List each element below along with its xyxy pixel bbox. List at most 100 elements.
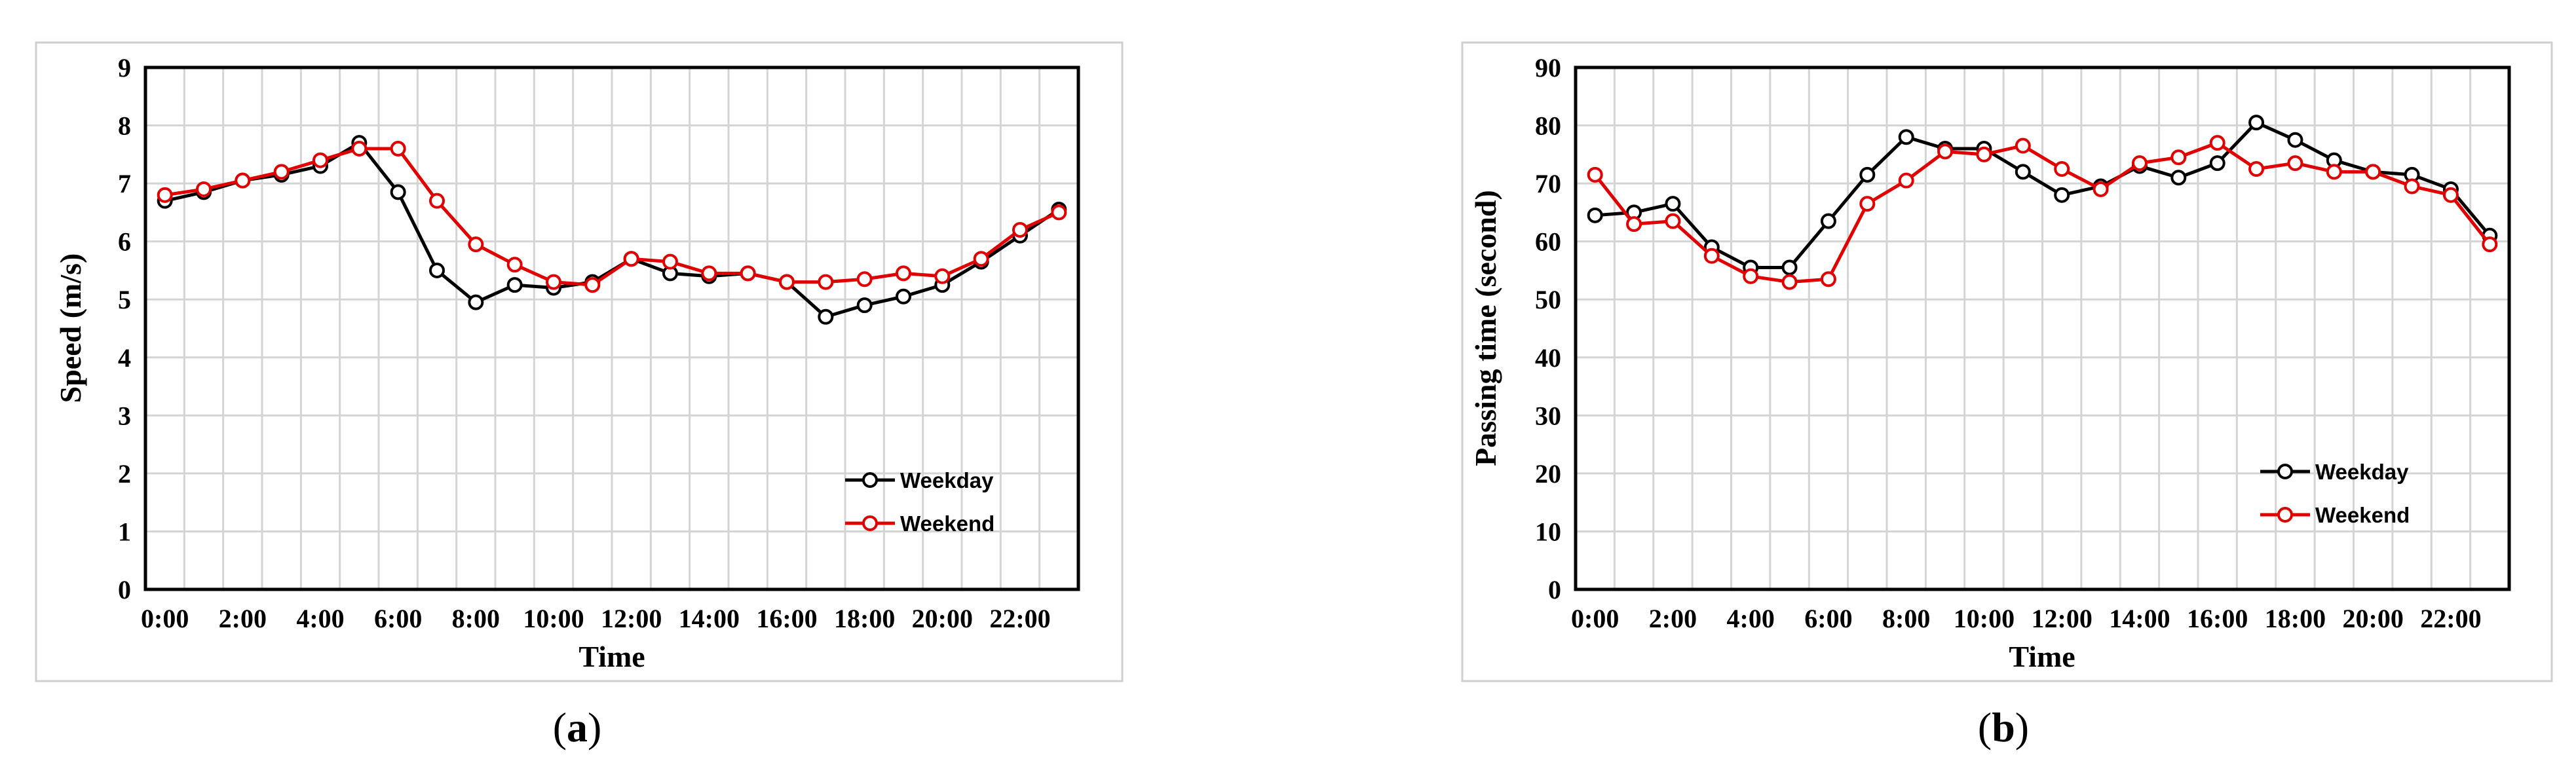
panel-a-data-point-weekday	[818, 308, 834, 325]
panel-a-x-tick-label: 14:00	[679, 604, 740, 633]
panel-a-data-point-weekday	[429, 262, 445, 278]
panel-a-data-point-weekend	[351, 140, 368, 157]
panel-b-y-tick-label: 90	[1535, 53, 1561, 83]
panel-a-y-tick-label: 8	[118, 111, 131, 141]
panel-a-data-point-weekday	[506, 277, 523, 293]
panel-a-data-point-weekend	[779, 274, 795, 290]
panel-a-data-point-weekend	[973, 251, 989, 267]
panel-b-data-point-weekend	[1626, 216, 1642, 232]
panel-b-data-point-weekend	[2365, 164, 2381, 180]
panel-b-data-point-weekend	[1781, 274, 1798, 290]
panel-b-x-tick-label: 16:00	[2187, 604, 2248, 633]
panel-b-data-point-weekend	[2442, 187, 2459, 203]
panel-b: 0 10 20 30 40 50 60 70 80 90 0:00 2:00 4:00 6:00 8:00…	[1461, 41, 2553, 750]
panel-a-data-point-weekend	[623, 251, 639, 267]
panel-a-data-point-weekday	[468, 294, 484, 310]
panel-a-x-tick-label: 2:00	[219, 604, 267, 633]
panel-b-data-point-weekend	[2404, 178, 2420, 194]
panel-b-data-point-weekday	[2287, 132, 2303, 148]
panel-a-data-point-weekend	[235, 172, 251, 189]
panel-a-data-point-weekend	[701, 265, 717, 282]
panel-b-caption: (b)	[1978, 704, 2029, 750]
panel-b-data-point-weekend	[2054, 160, 2070, 177]
panel-b-data-point-weekday	[1898, 129, 1914, 145]
panel-a-data-point-weekday	[896, 288, 911, 305]
panel-a-data-point-weekend	[546, 274, 561, 290]
panel-b-data-point-weekday	[1665, 196, 1681, 212]
panel-b-data-point-weekday	[2248, 115, 2265, 131]
panel-a-y-tick-label: 0	[118, 575, 131, 604]
panel-b-legend-marker-weekend	[2277, 507, 2293, 523]
panel-b-y-tick-label: 40	[1535, 343, 1561, 373]
panel-a-data-point-weekend	[584, 277, 601, 293]
panel-b-data-point-weekday	[1781, 259, 1798, 276]
panel-a-caption-letter: a	[567, 704, 588, 750]
panel-a-legend-label-weekday: Weekday	[900, 468, 994, 492]
panel-a-data-point-weekend	[662, 253, 678, 270]
panel-a-x-axis-title: Time	[578, 640, 645, 673]
panel-b-y-tick-label: 20	[1535, 459, 1561, 489]
panel-b-data-point-weekday	[2209, 155, 2226, 172]
panel-a-y-tick-label: 6	[118, 227, 131, 257]
panel-b-legend: Weekday Weekend	[2260, 460, 2410, 527]
panel-a-data-point-weekend	[856, 271, 873, 287]
panel-b-data-point-weekday	[1859, 166, 1876, 183]
panel-b-data-point-weekend	[2093, 181, 2109, 197]
panel-a-x-tick-label: 0:00	[141, 604, 189, 633]
panel-b-data-point-weekend	[2482, 236, 2498, 253]
panel-a-frame	[35, 41, 1124, 682]
panel-b-data-point-weekend	[1665, 213, 1681, 229]
panel-a-data-point-weekday	[390, 184, 406, 200]
panel-a-x-tick-label: 6:00	[374, 604, 422, 633]
panel-a-y-tick-label: 1	[118, 517, 131, 546]
panel-a-x-tick-label: 16:00	[756, 604, 817, 633]
panel-a-caption: (a)	[553, 704, 602, 750]
panel-b-x-tick-label: 18:00	[2265, 604, 2326, 633]
panel-a-y-tick-label: 4	[118, 343, 131, 373]
panel-a-legend-label-weekend: Weekend	[900, 511, 994, 536]
panel-b-caption-letter: b	[1992, 704, 2015, 750]
panel-b-data-point-weekend	[1859, 196, 1876, 212]
panel-a-data-point-weekend	[740, 265, 756, 282]
panel-a-data-point-weekend	[429, 193, 445, 209]
panel-b-data-point-weekend	[2287, 155, 2303, 172]
panel-b-data-point-weekend	[2248, 160, 2265, 177]
panel-b-legend-marker-weekday	[2277, 464, 2293, 479]
panel-b-data-point-weekend	[1703, 248, 1720, 264]
panel-b-data-point-weekend	[2209, 135, 2226, 151]
panel-b-data-point-weekday	[2054, 187, 2070, 203]
panel-b-x-tick-label: 20:00	[2343, 604, 2404, 633]
panel-b-data-point-weekend	[1820, 271, 1836, 287]
panel-a-data-point-weekend	[1012, 221, 1028, 238]
panel-b-x-axis-title: Time	[2009, 640, 2075, 673]
panel-b-x-tick-label: 12:00	[2032, 604, 2093, 633]
panel-b-data-point-weekday	[1587, 207, 1603, 223]
panel-b-x-tick-label: 4:00	[1727, 604, 1775, 633]
panel-a-x-tick-label: 8:00	[452, 604, 500, 633]
panel-a: 0 1 2 3 4 5 6 7 8 9 0:00 2:00 4:00 6:00 8:00 10:00 12:0…	[35, 41, 1124, 750]
panel-b-y-axis-title: Passing time (second)	[1469, 190, 1502, 466]
panel-b-x-tick-label: 22:00	[2420, 604, 2481, 633]
panel-a-x-ticks: 0:00 2:00 4:00 6:00 8:00 10:00 12:00 14:00 16:00…	[141, 604, 1051, 633]
panel-b-y-tick-label: 50	[1535, 285, 1561, 314]
panel-a-data-point-weekend	[506, 257, 523, 273]
panel-b-x-tick-label: 6:00	[1804, 604, 1852, 633]
panel-b-data-point-weekend	[2170, 149, 2187, 166]
panel-b-y-tick-label: 80	[1535, 111, 1561, 141]
panel-b-y-tick-label: 30	[1535, 401, 1561, 430]
panel-b-y-tick-label: 10	[1535, 517, 1561, 546]
panel-a-y-tick-label: 2	[118, 459, 131, 489]
panel-b-x-tick-label: 2:00	[1649, 604, 1697, 633]
panel-a-x-tick-label: 18:00	[834, 604, 895, 633]
panel-b-series	[1587, 115, 2498, 290]
panel-a-data-point-weekend	[273, 164, 290, 180]
panel-a-x-tick-label: 12:00	[601, 604, 662, 633]
panel-a-y-tick-label: 5	[118, 285, 131, 314]
panel-a-data-point-weekend	[468, 236, 484, 253]
panel-a-data-point-weekend	[896, 265, 911, 282]
panel-b-data-point-weekend	[1898, 172, 1914, 189]
panel-b-data-point-weekend	[2326, 164, 2342, 180]
panel-a-y-tick-label: 9	[118, 53, 131, 83]
panel-b-legend-label-weekday: Weekday	[2315, 460, 2409, 484]
